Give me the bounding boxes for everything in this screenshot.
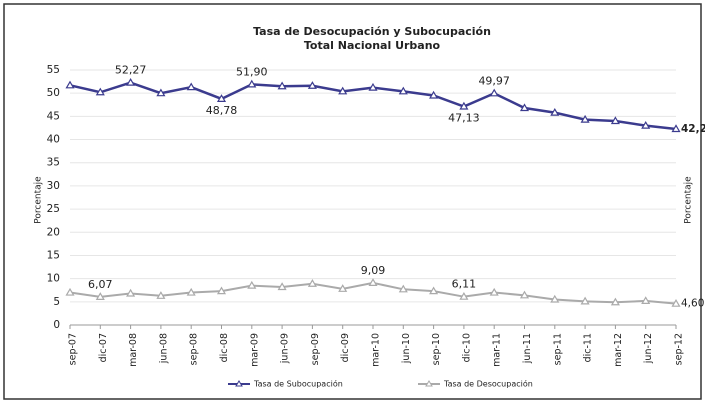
x-tick-label: mar-08 [128, 333, 139, 367]
y-tick-label: 50 [47, 87, 60, 99]
y-tick-label: 10 [47, 273, 60, 285]
chart-title: Tasa de Desocupación y Subocupación [253, 25, 491, 38]
x-tick-label: sep-10 [431, 333, 442, 365]
point-marker [610, 116, 620, 125]
point-marker [459, 101, 469, 110]
x-tick-label: dic-10 [461, 333, 472, 362]
point-marker [671, 124, 681, 133]
point-marker [156, 291, 166, 299]
y-tick-label: 25 [47, 203, 60, 215]
x-tick-label: jun-11 [522, 333, 533, 364]
x-tick-label: sep-11 [552, 333, 563, 365]
point-marker [277, 282, 287, 291]
data-label: 52,27 [115, 64, 147, 77]
y-axis-label: Porcentaje [34, 176, 44, 224]
point-marker [126, 77, 136, 86]
point-marker [247, 280, 257, 289]
point-marker [186, 82, 196, 91]
data-label: 49,97 [478, 74, 510, 87]
point-marker [95, 292, 105, 300]
point-marker [641, 120, 651, 129]
x-tick-label: jun-09 [280, 333, 291, 364]
point-marker [186, 287, 196, 296]
x-tick-label: dic-08 [219, 333, 230, 362]
point-marker [489, 287, 499, 296]
x-tick-label: dic-07 [98, 333, 109, 362]
point-marker [338, 86, 348, 95]
x-tick-label: mar-10 [371, 333, 382, 367]
x-tick-label: sep-12 [674, 333, 685, 365]
data-label: 9,09 [361, 264, 386, 277]
point-marker [247, 79, 257, 88]
y-tick-label: 0 [53, 319, 60, 331]
data-label: 42,28 [681, 123, 705, 135]
y-tick-label: 40 [47, 134, 60, 146]
x-tick-label: sep-09 [310, 333, 321, 365]
point-marker [519, 290, 530, 299]
y2-axis-label: Porcentaje [684, 176, 694, 224]
point-marker [580, 114, 590, 123]
point-marker [429, 286, 439, 295]
data-label: 6,07 [88, 278, 113, 291]
point-marker [641, 296, 651, 304]
x-tick-label: mar-09 [249, 333, 260, 367]
point-marker [580, 296, 590, 305]
point-marker [671, 298, 681, 307]
point-marker [610, 297, 620, 306]
data-label: 47,13 [448, 111, 480, 124]
point-marker [398, 86, 408, 95]
point-marker [368, 278, 378, 286]
point-marker [216, 94, 227, 102]
y-tick-label: 45 [47, 110, 60, 122]
x-tick-label: jun-08 [158, 333, 169, 364]
point-marker [338, 284, 348, 292]
x-tick-label: sep-07 [68, 333, 79, 365]
point-marker [550, 107, 560, 116]
point-marker [277, 81, 287, 90]
point-marker [550, 294, 560, 303]
point-marker [156, 88, 166, 97]
point-marker [519, 103, 530, 112]
point-marker [65, 287, 75, 296]
point-marker [398, 284, 408, 293]
y-tick-label: 15 [47, 249, 60, 261]
y-tick-label: 55 [47, 64, 60, 76]
point-marker [368, 82, 378, 91]
legend-label: Tasa de Desocupación [443, 379, 533, 389]
legend-marker [425, 380, 433, 387]
x-tick-label: mar-11 [492, 333, 503, 367]
x-tick-label: dic-09 [340, 333, 351, 362]
data-label: 6,11 [452, 278, 477, 291]
y-tick-label: 35 [47, 157, 60, 169]
data-label: 51,90 [236, 65, 268, 78]
point-marker [307, 81, 317, 89]
chart-subtitle: Total Nacional Urbano [304, 39, 441, 52]
data-label: 48,78 [206, 104, 238, 117]
point-marker [126, 288, 136, 297]
point-marker [459, 291, 469, 300]
x-tick-label: dic-11 [583, 333, 594, 362]
legend-marker [235, 380, 243, 387]
x-tick-label: jun-12 [643, 333, 654, 364]
point-marker [216, 286, 227, 295]
x-tick-label: sep-08 [189, 333, 200, 365]
point-marker [489, 88, 499, 97]
point-marker [429, 90, 439, 99]
y-tick-label: 30 [47, 180, 60, 192]
legend-label: Tasa de Subocupación [253, 379, 343, 389]
point-marker [95, 87, 105, 96]
point-marker [65, 80, 75, 89]
x-tick-label: mar-12 [613, 333, 624, 367]
y-tick-label: 5 [53, 296, 60, 308]
data-label: 4,60 [681, 298, 704, 310]
point-marker [307, 279, 317, 287]
x-tick-label: jun-10 [401, 333, 412, 364]
y-tick-label: 20 [47, 226, 60, 238]
